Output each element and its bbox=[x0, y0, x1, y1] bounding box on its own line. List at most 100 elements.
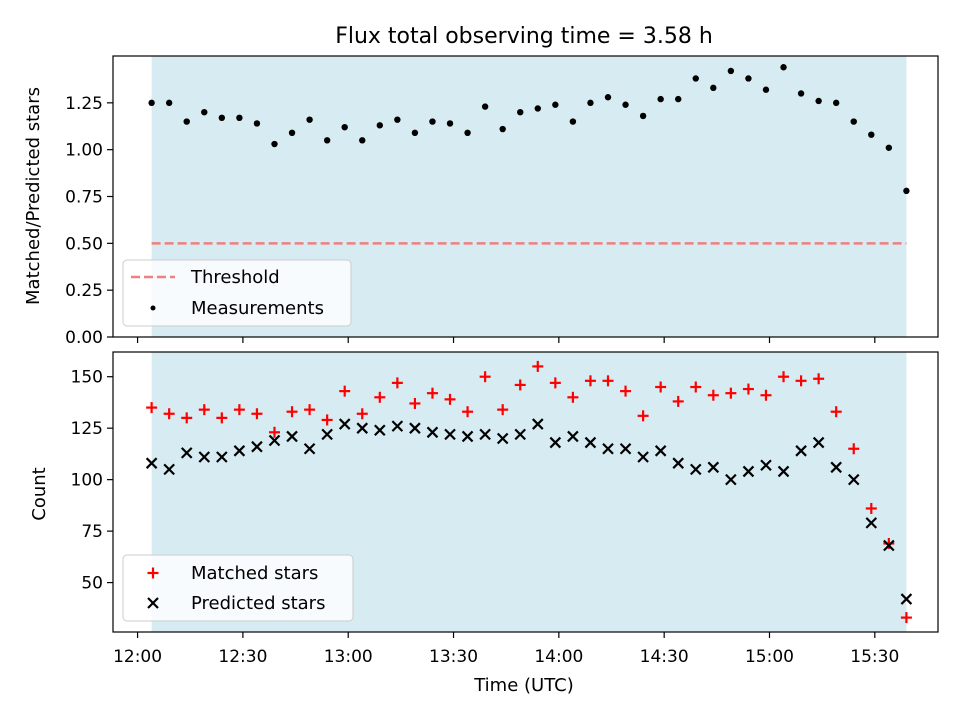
predicted-star-point bbox=[672, 457, 684, 469]
measurement-point bbox=[394, 116, 401, 123]
predicted-star-point bbox=[602, 442, 614, 455]
measurement-point bbox=[429, 118, 436, 125]
ratio-panel: 0.00 0.25 0.50 0.75 1.00 1.25 Matched/Predict… bbox=[23, 55, 939, 348]
measurement-point bbox=[534, 105, 541, 112]
matched-star-point bbox=[778, 371, 790, 383]
predicted-star-point bbox=[742, 465, 755, 478]
count-y-tick-label: 100 bbox=[71, 471, 103, 491]
measurements-legend-swatch bbox=[150, 305, 156, 311]
predicted-star-point bbox=[795, 445, 807, 457]
matched-star-point bbox=[216, 412, 228, 424]
predicted-star-point bbox=[338, 418, 351, 430]
predicted-star-point bbox=[760, 459, 772, 472]
predicted-star-point bbox=[198, 451, 211, 463]
measurement-point bbox=[745, 75, 752, 82]
matched-star-point bbox=[514, 379, 526, 391]
x-tick-label: 12:30 bbox=[218, 647, 267, 667]
count-y-tick-label: 150 bbox=[71, 368, 103, 388]
matched-star-point bbox=[865, 502, 877, 514]
measurement-point bbox=[341, 123, 348, 131]
matched-star-point bbox=[760, 389, 772, 401]
measurement-point bbox=[323, 137, 331, 144]
chart-title: Flux total observing time = 3.58 h bbox=[335, 24, 713, 49]
matched-stars-points bbox=[146, 360, 912, 624]
x-tick-label: 15:30 bbox=[850, 647, 899, 667]
matched-star-point bbox=[321, 414, 333, 426]
ratio-legend-box bbox=[122, 259, 352, 327]
matched-star-point bbox=[742, 383, 754, 395]
measurement-point bbox=[552, 101, 559, 108]
predicted-star-point bbox=[145, 457, 158, 469]
matched-star-point bbox=[549, 377, 561, 389]
matched-star-point bbox=[602, 375, 614, 387]
x-tick-label: 15:00 bbox=[745, 647, 794, 667]
measurement-point bbox=[183, 118, 190, 125]
matched-legend-swatch bbox=[147, 567, 159, 579]
measurement-point bbox=[446, 120, 454, 127]
matched-star-point bbox=[304, 404, 316, 416]
matched-star-point bbox=[532, 360, 544, 372]
predicted-star-point bbox=[549, 436, 562, 449]
ratio-y-tick-label: 0.25 bbox=[65, 281, 103, 301]
predicted-legend-label: Predicted stars bbox=[191, 593, 325, 614]
predicted-star-point bbox=[777, 465, 790, 478]
predicted-star-point bbox=[514, 428, 527, 441]
matched-star-point bbox=[813, 373, 825, 385]
measurement-point bbox=[797, 90, 805, 97]
predicted-star-point bbox=[321, 428, 333, 441]
matched-star-point bbox=[163, 408, 175, 420]
measurement-point bbox=[727, 67, 735, 75]
matched-star-point bbox=[584, 375, 596, 387]
measurement-point bbox=[165, 99, 173, 107]
matched-star-point bbox=[251, 408, 263, 420]
measurement-point bbox=[850, 118, 857, 125]
predicted-star-point bbox=[619, 442, 632, 455]
predicted-star-point bbox=[567, 430, 579, 443]
predicted-star-point bbox=[725, 473, 737, 486]
measurement-point bbox=[587, 99, 594, 107]
measurement-point bbox=[517, 109, 524, 116]
count-y-tick-label: 50 bbox=[81, 574, 103, 594]
predicted-star-point bbox=[637, 451, 649, 463]
measurement-point bbox=[675, 95, 682, 103]
count-y-tick-label: 125 bbox=[71, 419, 103, 439]
matched-star-point bbox=[409, 397, 421, 409]
x-tick-label: 14:30 bbox=[640, 647, 689, 667]
measurement-point bbox=[903, 187, 910, 195]
measurement-point bbox=[359, 137, 366, 144]
matched-star-point bbox=[725, 387, 737, 399]
predicted-star-point bbox=[251, 440, 263, 453]
predicted-star-point bbox=[865, 517, 878, 529]
predicted-star-point bbox=[180, 447, 193, 459]
ratio-y-tick-label: 0.00 bbox=[65, 328, 103, 348]
matched-star-point bbox=[900, 612, 912, 624]
count-legend: Matched stars Predicted stars bbox=[122, 554, 354, 622]
count-y-axis-label: Count bbox=[29, 467, 50, 520]
matched-star-point bbox=[567, 391, 579, 403]
matched-star-point bbox=[479, 371, 491, 383]
predicted-star-point bbox=[830, 461, 842, 474]
measurement-point bbox=[499, 125, 506, 133]
ratio-legend: Threshold Measurements bbox=[122, 259, 352, 327]
matched-star-point bbox=[286, 406, 298, 418]
count-axes-frame bbox=[112, 351, 939, 633]
measurement-point bbox=[148, 99, 155, 107]
matched-star-point bbox=[181, 412, 193, 424]
x-tick-label: 13:30 bbox=[429, 647, 478, 667]
predicted-star-point bbox=[847, 473, 860, 486]
measurement-point bbox=[569, 118, 577, 125]
x-tick-label: 13:00 bbox=[324, 647, 373, 667]
matched-star-point bbox=[497, 404, 509, 416]
matched-star-point bbox=[374, 391, 386, 403]
matched-star-point bbox=[339, 385, 351, 397]
matched-star-point bbox=[795, 375, 807, 387]
matched-star-point bbox=[690, 381, 702, 393]
count-y-tick-label: 75 bbox=[81, 522, 103, 542]
ratio-y-tick-label: 0.50 bbox=[65, 234, 103, 254]
measurement-point bbox=[253, 120, 261, 127]
predicted-star-point bbox=[883, 539, 895, 552]
ratio-y-tick-label: 1.00 bbox=[65, 141, 103, 161]
measurement-point bbox=[271, 140, 278, 148]
measurement-points bbox=[148, 64, 910, 195]
predicted-star-point bbox=[286, 430, 298, 443]
